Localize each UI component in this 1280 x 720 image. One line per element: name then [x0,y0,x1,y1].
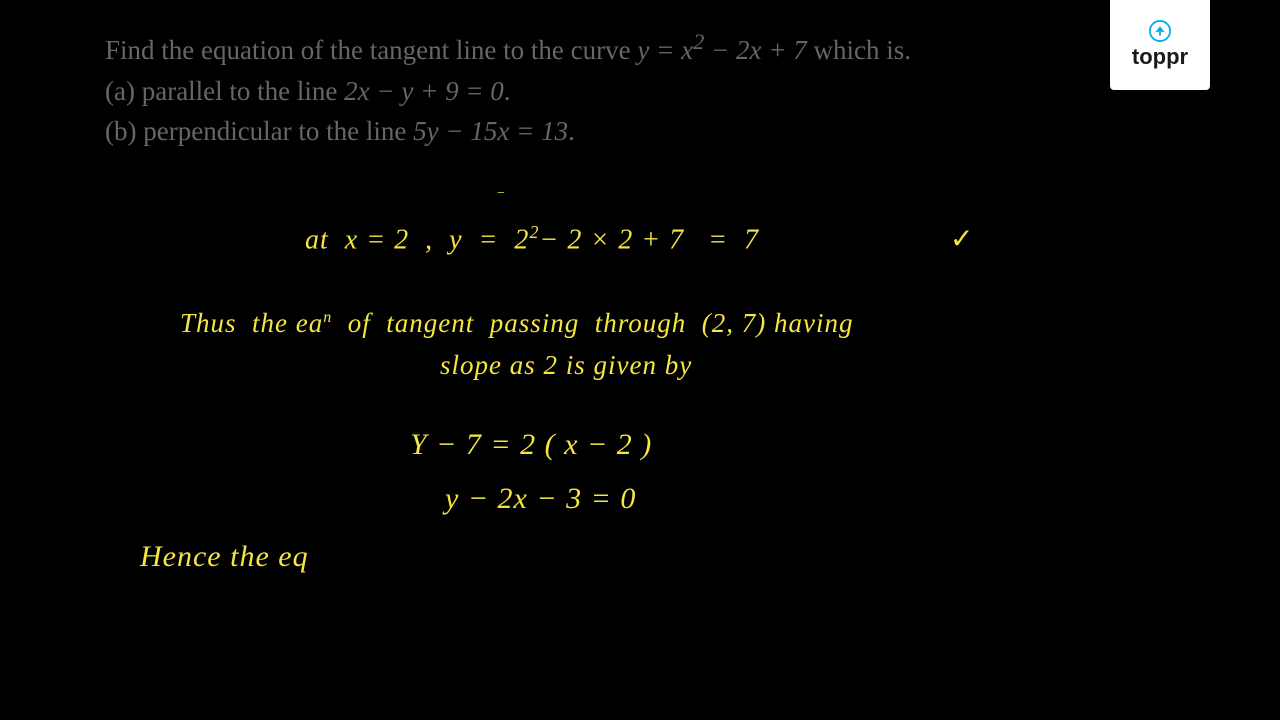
handwritten-line-2: Thus the ean of tangent passing through … [180,308,1140,339]
question-block: Find the equation of the tangent line to… [105,25,911,152]
checkmark-icon: ✓ [950,222,973,256]
toppr-logo: toppr [1110,0,1210,90]
small-mark: − [497,186,505,202]
q1-math: y = x2 − 2x + 7 [637,35,806,65]
handwritten-line-6: Hence the eq [140,540,309,574]
logo-text: toppr [1132,44,1188,70]
handwritten-line-3: slope as 2 is given by [440,350,692,381]
q2-suffix: . [504,76,511,106]
q2-math: 2x − y + 9 = 0 [344,76,504,106]
question-line-3: (b) perpendicular to the line 5y − 15x =… [105,111,911,152]
q1-suffix: which is. [807,35,911,65]
q2-prefix: (a) parallel to the line [105,76,344,106]
q3-prefix: (b) perpendicular to the line [105,116,413,146]
handwritten-line-4: Y − 7 = 2 ( x − 2 ) [410,428,652,462]
handwritten-line-1: at x = 2 , y = 22− 2 × 2 + 7 = 7 [305,222,759,256]
q1-prefix: Find the equation of the tangent line to… [105,35,637,65]
question-line-1: Find the equation of the tangent line to… [105,25,911,71]
up-arrow-icon [1149,20,1171,42]
q3-math: 5y − 15x = 13 [413,116,568,146]
q3-suffix: . [568,116,575,146]
handwritten-line-5: y − 2x − 3 = 0 [445,482,636,516]
question-line-2: (a) parallel to the line 2x − y + 9 = 0. [105,71,911,112]
